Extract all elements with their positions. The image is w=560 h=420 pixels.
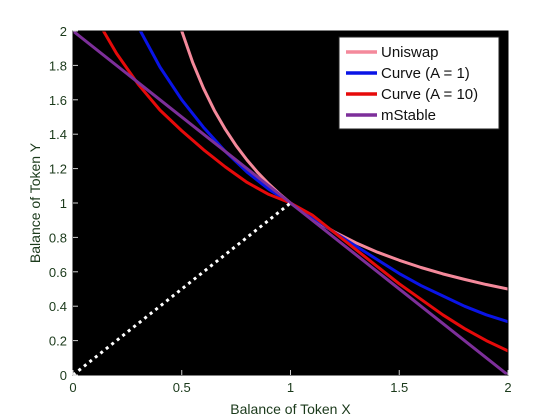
y-tick-label: 1.6 (49, 93, 67, 108)
x-tick-label: 0.5 (173, 380, 191, 395)
series-line-mstable (73, 31, 508, 375)
series-line-curve-a-10 (101, 31, 508, 353)
y-tick-label: 1 (60, 196, 67, 211)
legend-entry-label: mStable (381, 107, 436, 124)
x-tick-label: 1.5 (390, 380, 408, 395)
legend-entry-label: Curve (A = 1) (381, 65, 470, 82)
y-tick-label: 0.6 (49, 265, 67, 280)
y-tick-label: 0.4 (49, 299, 67, 314)
y-tick-label: 0.8 (49, 230, 67, 245)
legend: Uniswap Curve (A = 1) Curve (A = 10) mStabl… (338, 36, 500, 130)
y-tick-label: 0 (60, 368, 67, 383)
x-axis-label: Balance of Token X (230, 401, 351, 417)
x-tick-label: 0 (69, 380, 76, 395)
y-tick-label: 0.2 (49, 334, 67, 349)
series-layer (73, 31, 508, 375)
y-tick-label: 1.8 (49, 58, 67, 73)
x-tick-label: 2 (504, 380, 511, 395)
reference-diagonal-line (72, 201, 292, 377)
y-tick-label: 1.4 (49, 127, 67, 142)
x-tick-label: 1 (287, 380, 294, 395)
axes: 0 0.5 1 1.5 2 0 0.2 0.4 0.6 0.8 1 1.2 1.4 1.6 1.8 2 (49, 24, 512, 395)
y-tick-label: 2 (60, 24, 67, 39)
y-tick-label: 1.2 (49, 162, 67, 177)
reference-line-layer (72, 201, 292, 377)
legend-entry-label: Uniswap (381, 44, 439, 61)
legend-entry-label: Curve (A = 10) (381, 86, 478, 103)
y-axis-label: Balance of Token Y (27, 142, 43, 263)
